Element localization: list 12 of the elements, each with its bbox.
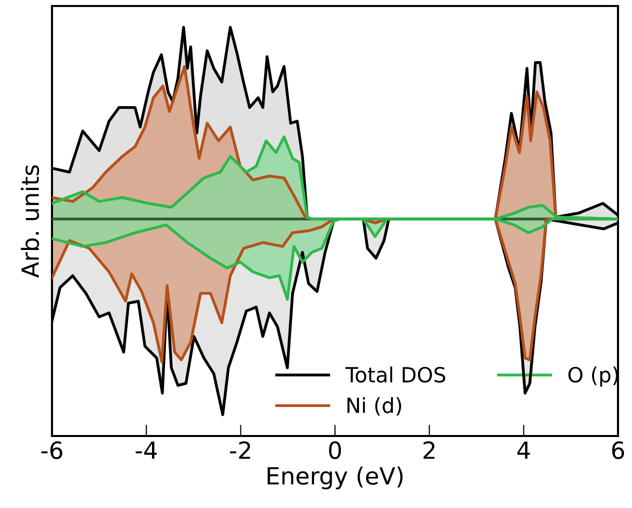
x-tick-label: 0 — [329, 441, 341, 460]
x-tick-label: -2 — [230, 441, 250, 459]
x-tick-label: 2 — [424, 441, 434, 459]
x-tick-label: -6 — [41, 441, 62, 460]
x-tick-label: 6 — [612, 441, 624, 460]
x-tick-label: -4 — [136, 442, 157, 459]
x-tick-label: 4 — [517, 442, 530, 459]
legend-label: Ni (d) — [347, 397, 402, 416]
legend-label: O (p) — [568, 366, 618, 387]
x-axis-title: Energy (eV) — [268, 466, 403, 490]
legend-label: Total DOS — [345, 366, 446, 383]
y-axis-title: Arb. units — [20, 165, 40, 278]
